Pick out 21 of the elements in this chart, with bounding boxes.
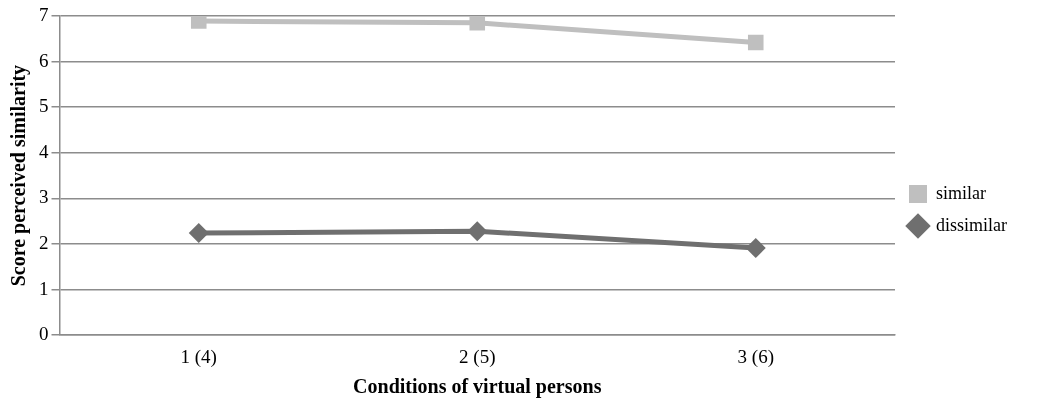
y-tick-label: 3	[39, 186, 49, 208]
point	[190, 16, 207, 29]
y-tick-label: 7	[39, 3, 49, 25]
x-axis-title: Conditions of virtual persons	[353, 375, 602, 399]
point	[469, 16, 486, 31]
y-tick-label: 0	[39, 323, 49, 345]
y-tick-label: 2	[39, 231, 49, 253]
y-tick-label: 6	[39, 49, 49, 71]
legend-label: dissimilar	[936, 214, 1008, 235]
y-tick-label: 1	[39, 277, 49, 299]
point	[747, 34, 764, 51]
x-tick-label: 3 (6)	[737, 345, 774, 368]
y-tick-label: 5	[39, 95, 49, 117]
point	[467, 221, 488, 242]
point	[745, 238, 766, 259]
x-tick-label: 1 (4)	[180, 345, 217, 368]
point	[188, 223, 209, 244]
y-axis-title: Score perceived similarity	[7, 64, 31, 287]
y-tick-label: 4	[39, 140, 49, 162]
x-tick-label: 2 (5)	[459, 345, 496, 368]
legend-label: similar	[936, 182, 986, 203]
